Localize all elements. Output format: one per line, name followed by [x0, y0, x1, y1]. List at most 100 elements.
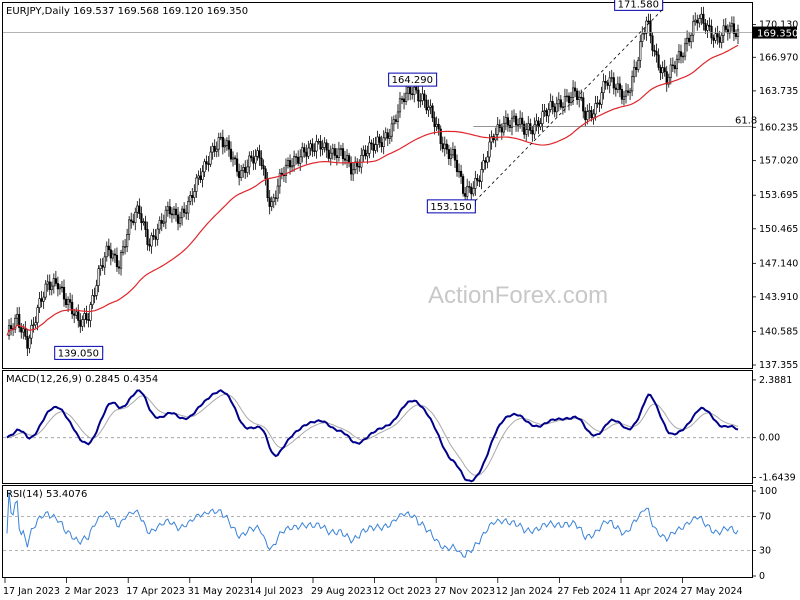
- candle-body: [671, 64, 674, 67]
- candle-body: [730, 23, 733, 27]
- macd-tick-label: -1.6439: [759, 472, 796, 483]
- candle-body: [73, 313, 76, 316]
- candle-body: [199, 175, 202, 180]
- candle-body: [523, 123, 526, 135]
- candle-body: [172, 208, 176, 216]
- x-tick-label: 14 Jul 2023: [249, 586, 303, 597]
- candle-body: [571, 87, 575, 98]
- candle-body: [659, 67, 662, 74]
- candle-body: [516, 124, 520, 126]
- candle-body: [702, 13, 705, 24]
- macd-tick-label: 2.3881: [759, 375, 792, 386]
- candle-body: [631, 76, 634, 92]
- price-tick-label: 147.140: [759, 258, 798, 269]
- candle-body: [158, 220, 161, 230]
- candle-body: [209, 151, 212, 165]
- candle-body: [132, 220, 135, 224]
- candle-body: [58, 286, 62, 290]
- candle-body: [582, 97, 585, 112]
- candle-body: [400, 98, 404, 100]
- candle-body: [502, 122, 505, 133]
- candle-body: [543, 110, 546, 113]
- candle-body: [712, 37, 715, 41]
- candle-body: [557, 99, 560, 105]
- candle-body: [679, 51, 683, 57]
- candle-body: [404, 92, 408, 103]
- annotation-box: [54, 345, 104, 360]
- x-tick-label: 27 Nov 2023: [434, 586, 495, 597]
- candle-body: [435, 123, 438, 127]
- candle-body: [683, 43, 687, 57]
- candle-body: [722, 25, 725, 36]
- candle-body: [700, 13, 703, 19]
- candle-body: [592, 113, 595, 119]
- candle-body: [343, 158, 347, 161]
- candle-body: [492, 136, 495, 141]
- candle-body: [545, 110, 548, 117]
- candle-body: [170, 213, 174, 216]
- candle-body: [641, 33, 644, 42]
- candle-body: [732, 23, 736, 34]
- candle-body: [649, 20, 652, 37]
- candle-body: [221, 136, 224, 148]
- candle-body: [620, 89, 624, 100]
- candle-body: [303, 147, 306, 153]
- candle-body: [54, 278, 57, 284]
- candle-body: [647, 20, 650, 23]
- candle-body: [56, 283, 60, 290]
- price-tick-label: 160.235: [759, 122, 798, 133]
- candle-body: [519, 117, 522, 125]
- candle-body: [549, 101, 552, 110]
- candle-body: [728, 25, 731, 34]
- candle-body: [651, 35, 654, 51]
- candle-body: [77, 311, 80, 321]
- candle-body: [62, 286, 66, 300]
- candle-body: [36, 307, 39, 323]
- x-tick-label: 27 Feb 2024: [557, 586, 616, 597]
- candle-body: [113, 253, 117, 256]
- candle-body: [160, 220, 163, 224]
- candle-body: [174, 208, 178, 216]
- candle-body: [345, 155, 349, 161]
- candle-body: [364, 149, 367, 157]
- candle-body: [437, 123, 440, 130]
- candle-body: [319, 141, 322, 150]
- candle-body: [107, 245, 110, 251]
- candle-body: [482, 160, 485, 170]
- candle-body: [44, 283, 47, 298]
- candle-body: [584, 110, 587, 120]
- candle-body: [262, 165, 265, 170]
- candle-body: [559, 99, 562, 108]
- candle-body: [284, 164, 288, 177]
- candle-body: [189, 195, 192, 202]
- price-tick-label: 157.020: [759, 156, 798, 167]
- candle-body: [146, 229, 149, 245]
- candle-body: [441, 143, 444, 149]
- candle-body: [594, 103, 597, 115]
- candle-body: [203, 161, 206, 173]
- candle-body: [121, 246, 125, 253]
- candle-body: [52, 278, 55, 287]
- candle-body: [307, 147, 310, 157]
- candle-body: [60, 286, 64, 289]
- candle-body: [606, 82, 609, 86]
- candle-body: [154, 236, 157, 240]
- candle-body: [128, 219, 131, 235]
- rsi-tick-label: 100: [759, 486, 777, 497]
- candle-body: [555, 103, 558, 113]
- candle-body: [663, 67, 666, 72]
- candle-body: [736, 29, 740, 37]
- candle-body: [91, 295, 94, 306]
- candle-body: [612, 77, 615, 89]
- rsi-panel-frame: [2, 485, 753, 578]
- candle-body: [716, 33, 719, 38]
- candle-body: [337, 148, 341, 158]
- candle-body: [673, 65, 676, 70]
- candle-body: [386, 132, 389, 139]
- candle-body: [117, 266, 121, 269]
- candle-body: [274, 197, 277, 199]
- candle-body: [297, 156, 300, 164]
- candle-body: [657, 54, 660, 68]
- candle-body: [639, 41, 642, 61]
- candle-body: [136, 205, 139, 213]
